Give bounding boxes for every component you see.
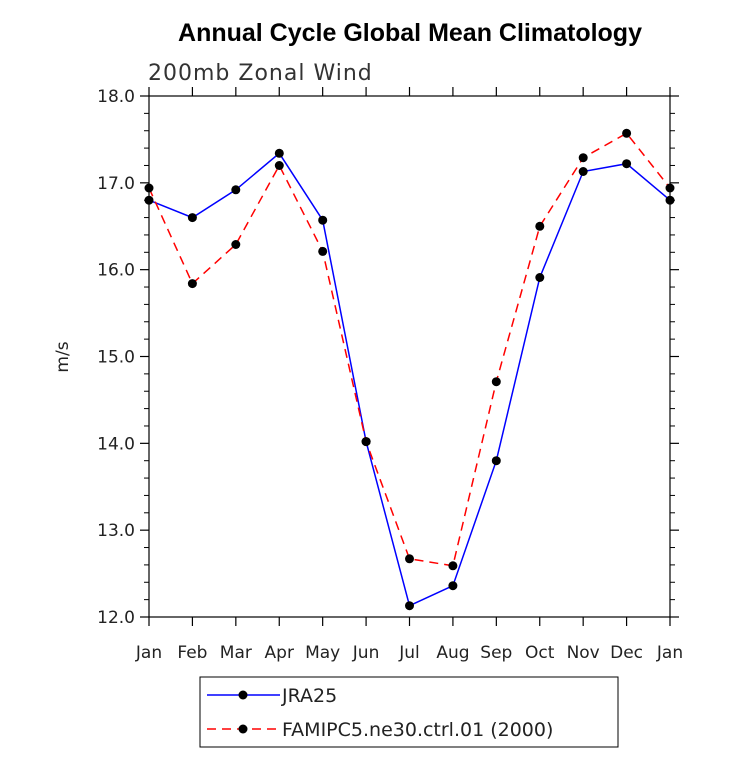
- x-tick-label: Dec: [610, 643, 643, 663]
- y-axis-label: m/s: [53, 341, 73, 372]
- data-point-series-1: [578, 153, 588, 163]
- series-line-1: [148, 132, 671, 567]
- data-point-series-1: [491, 377, 501, 387]
- data-point-series-0: [665, 195, 675, 205]
- data-point-series-1: [665, 183, 675, 193]
- data-point-series-1: [187, 279, 197, 289]
- data-point-series-1: [361, 437, 371, 447]
- x-tick-label: Nov: [567, 643, 600, 663]
- data-point-series-1: [405, 554, 414, 564]
- x-tick-label: Feb: [177, 643, 207, 663]
- legend-marker-jra25: [238, 690, 248, 700]
- y-tick-label: 15.0: [97, 348, 135, 368]
- x-tick-label: Jan: [656, 643, 683, 663]
- x-tick-label: May: [305, 643, 340, 663]
- axis-ticks: 12.0 13.0 14.0 15.0 16.0 17.0 18.0 Jan Feb Mar Apr…: [97, 87, 683, 663]
- data-point-series-0: [491, 456, 501, 466]
- data-point-series-0: [578, 167, 588, 176]
- data-point-series-0: [535, 273, 545, 282]
- y-tick-label: 16.0: [97, 261, 135, 281]
- y-tick-label: 13.0: [97, 521, 135, 541]
- data-point-series-0: [231, 185, 241, 195]
- data-point-series-0: [448, 581, 458, 591]
- y-tick-label: 14.0: [97, 434, 135, 454]
- legend-box: [199, 676, 619, 748]
- chart-title: Annual Cycle Global Mean Climatology: [178, 19, 642, 47]
- data-point-series-0: [405, 601, 414, 611]
- x-tick-label: Sep: [480, 643, 512, 663]
- data-point-series-1: [274, 161, 284, 170]
- legend-label-jra25: JRA25: [281, 685, 337, 707]
- x-tick-label: Oct: [525, 643, 555, 663]
- x-tick-label: Jan: [135, 643, 162, 663]
- legend-marker-famipc5: [238, 724, 248, 734]
- x-tick-label: Jun: [352, 643, 380, 663]
- x-tick-label: Aug: [436, 643, 469, 663]
- legend-label-famipc5: FAMIPC5.ne30.ctrl.01 (2000): [282, 719, 553, 741]
- data-point-series-0: [622, 159, 632, 169]
- x-tick-label: Apr: [265, 643, 294, 663]
- data-point-series-0: [144, 195, 154, 205]
- x-tick-label: Mar: [220, 643, 252, 663]
- x-tick-label: Jul: [398, 643, 420, 663]
- data-point-series-0: [187, 213, 197, 223]
- legend: JRA25 FAMIPC5.ne30.ctrl.01 (2000): [199, 676, 619, 748]
- plot-frame: [148, 95, 671, 618]
- series-line-0: [148, 152, 671, 607]
- data-point-series-0: [318, 215, 328, 225]
- data-point-series-1: [535, 221, 545, 231]
- data-point-series-1: [318, 246, 328, 256]
- data-point-series-0: [274, 148, 284, 158]
- data-point-series-1: [231, 240, 241, 249]
- series-lines: [148, 132, 671, 607]
- series-points: [144, 128, 675, 611]
- y-tick-label: 12.0: [97, 608, 135, 628]
- y-tick-label: 17.0: [97, 174, 135, 194]
- chart-subtitle: 200mb Zonal Wind: [148, 61, 373, 86]
- data-point-series-1: [622, 128, 632, 138]
- data-point-series-1: [144, 183, 154, 193]
- y-tick-label: 18.0: [97, 87, 135, 107]
- data-point-series-1: [448, 561, 458, 571]
